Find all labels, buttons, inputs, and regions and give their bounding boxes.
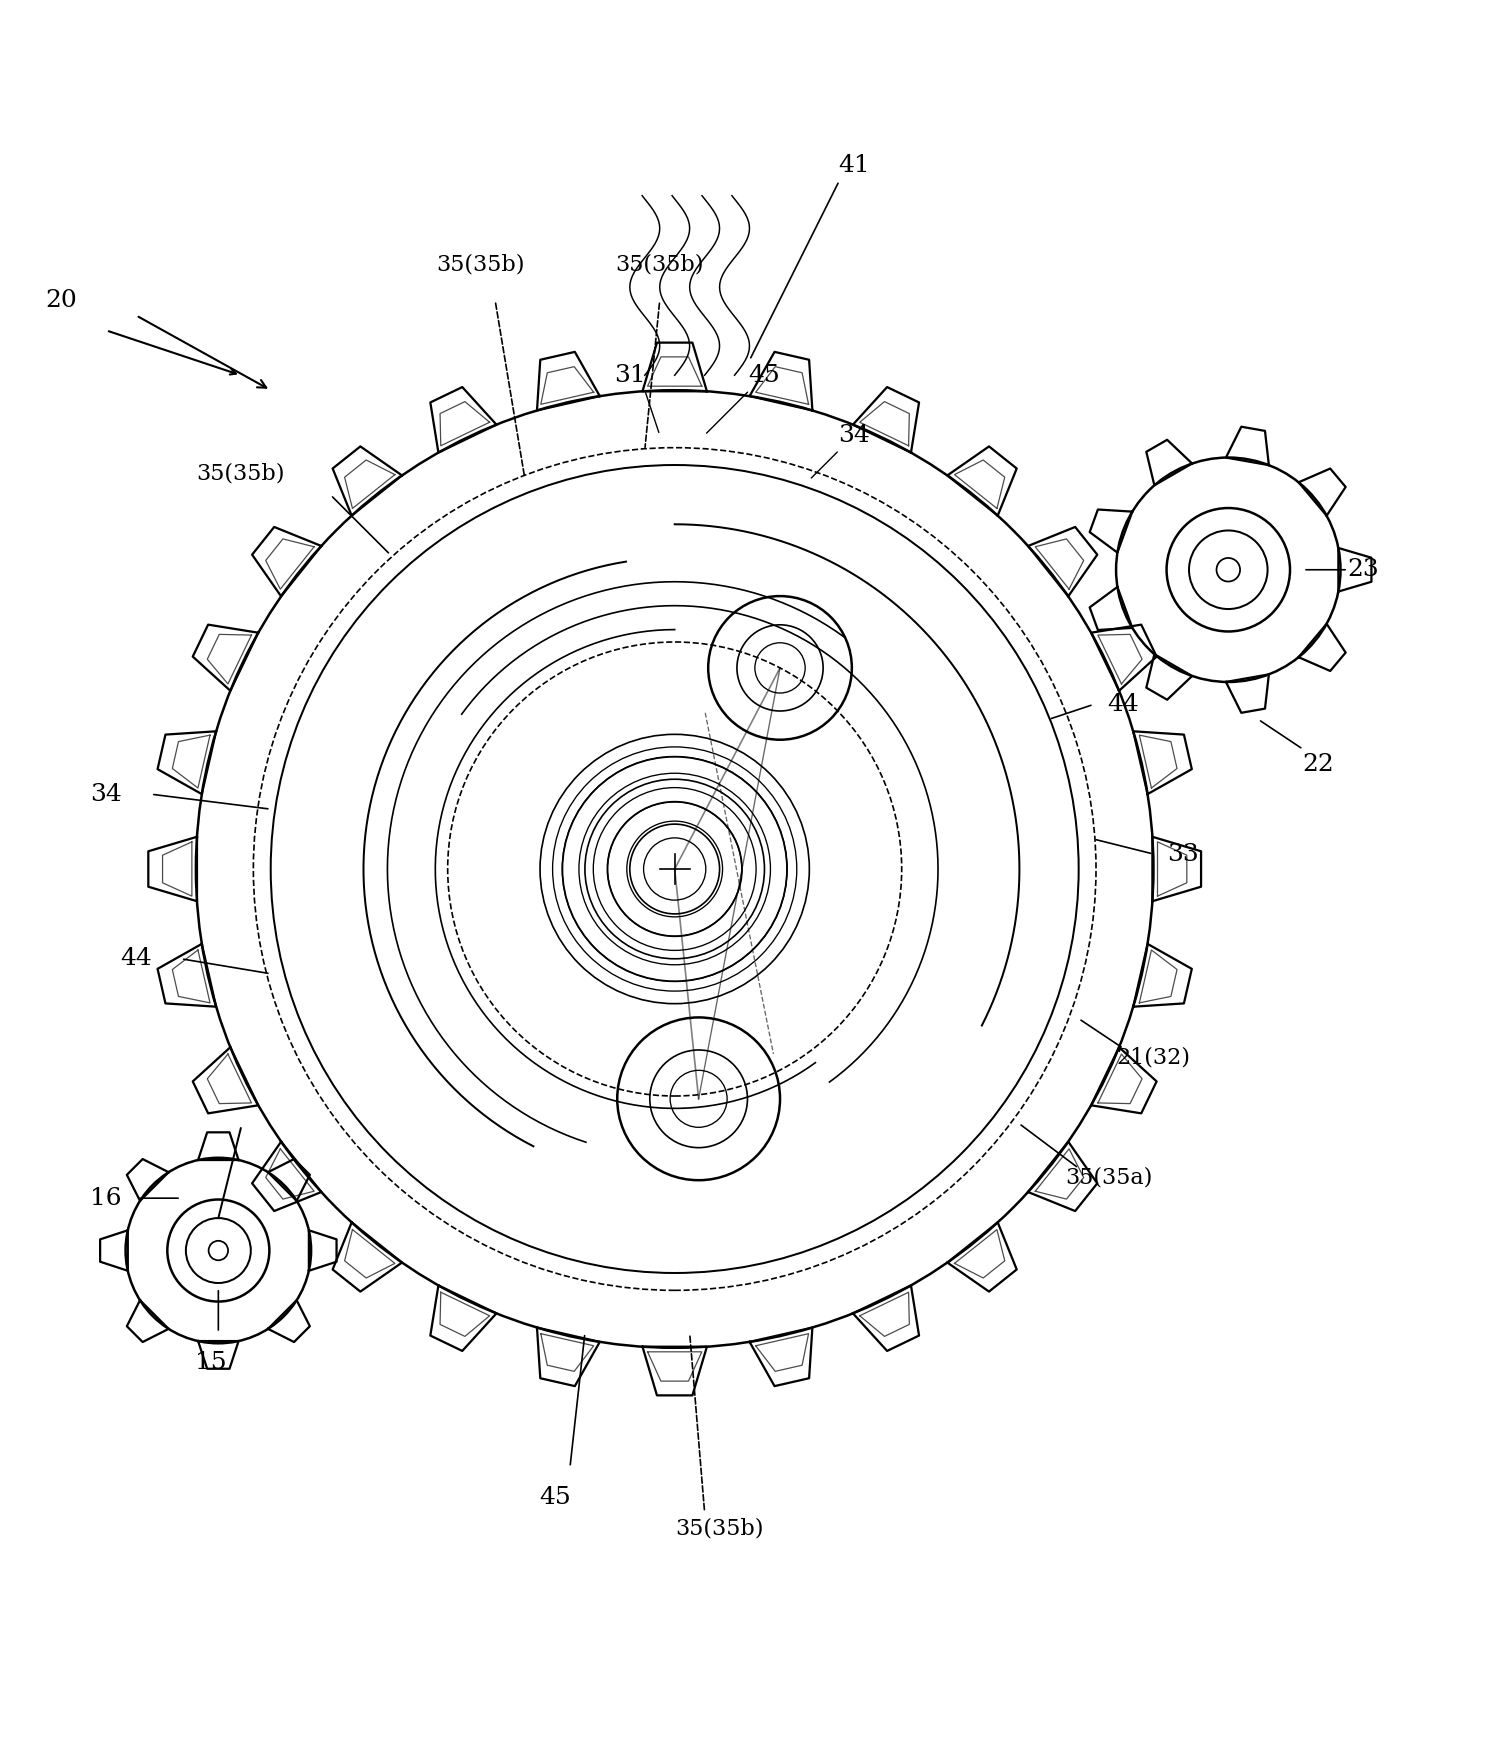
Text: 22: 22 — [1303, 753, 1334, 775]
Text: 31: 31 — [615, 363, 646, 388]
Text: 35(35a): 35(35a) — [1064, 1166, 1153, 1189]
Text: 15: 15 — [195, 1350, 226, 1375]
Text: 35(35b): 35(35b) — [616, 254, 705, 276]
Text: 33: 33 — [1168, 843, 1199, 866]
Text: 21(32): 21(32) — [1117, 1046, 1190, 1069]
Text: 16: 16 — [90, 1187, 121, 1210]
Text: 34: 34 — [90, 782, 121, 806]
Text: 45: 45 — [540, 1486, 571, 1509]
Text: 34: 34 — [838, 424, 869, 447]
Text: 45: 45 — [748, 363, 781, 388]
Text: 35(35b): 35(35b) — [196, 462, 285, 485]
Text: 20: 20 — [45, 289, 76, 311]
Text: 41: 41 — [838, 155, 869, 177]
Text: 35(35b): 35(35b) — [436, 254, 525, 276]
Text: 35(35b): 35(35b) — [676, 1517, 764, 1540]
Text: 44: 44 — [1108, 693, 1139, 716]
Text: 23: 23 — [1348, 558, 1379, 580]
Text: 44: 44 — [120, 947, 151, 970]
